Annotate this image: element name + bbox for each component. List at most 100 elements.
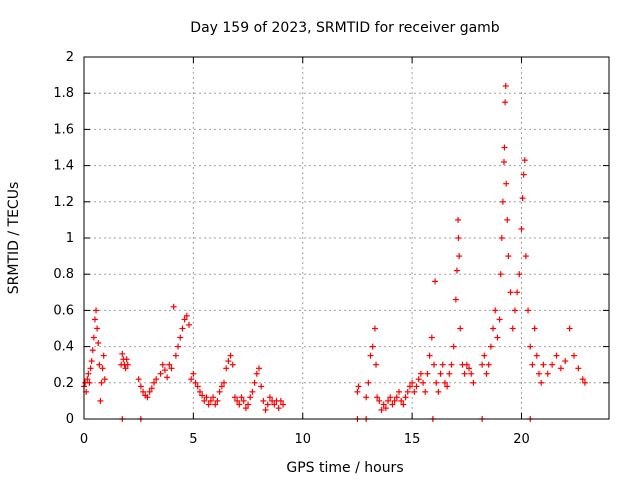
data-point (413, 383, 420, 390)
data-point (385, 397, 392, 404)
x-tick-labels: 0 5 10 15 20 (80, 432, 530, 447)
data-point (260, 397, 267, 404)
data-point (153, 376, 160, 383)
data-point (519, 195, 526, 202)
data-point (148, 385, 155, 392)
data-point (453, 267, 460, 274)
data-point (525, 307, 532, 314)
data-point (428, 334, 435, 341)
data-point (119, 350, 126, 357)
data-point (218, 383, 225, 390)
data-point (391, 397, 398, 404)
data-point (431, 361, 437, 368)
data-point (463, 361, 470, 368)
data-point (400, 401, 407, 408)
data-point (501, 158, 507, 165)
data-point (122, 365, 129, 372)
y-axis-label: SRMTID / TECUs (6, 182, 22, 295)
data-point (498, 235, 505, 241)
data-point (420, 379, 427, 386)
data-point (196, 388, 203, 395)
data-point (170, 303, 177, 310)
data-point (216, 388, 223, 395)
data-point (137, 383, 144, 390)
data-point (439, 361, 446, 368)
data-point (90, 334, 97, 341)
data-point (210, 394, 217, 401)
data-point (186, 321, 192, 328)
data-point (175, 343, 182, 350)
data-point (192, 379, 199, 386)
data-point (536, 370, 542, 377)
data-point (406, 383, 413, 390)
data-point (441, 379, 448, 386)
data-point (426, 352, 433, 359)
data-point (509, 325, 516, 332)
data-point (527, 343, 534, 350)
data-point (562, 358, 569, 365)
data-point (172, 352, 179, 359)
data-point (466, 365, 472, 372)
data-point (177, 334, 184, 341)
y-tick-label: 1.2 (53, 195, 74, 210)
data-point (581, 379, 588, 386)
data-point (452, 296, 459, 303)
data-point (376, 397, 383, 404)
data-point (164, 374, 171, 381)
data-point (520, 171, 527, 178)
data-point (266, 394, 273, 401)
data-point (411, 388, 418, 395)
y-tick-label: 1.8 (53, 86, 74, 101)
data-point (468, 370, 475, 377)
data-point (499, 198, 506, 205)
data-point (181, 316, 188, 323)
data-point (123, 356, 130, 363)
data-point (100, 352, 107, 359)
data-point (380, 401, 387, 408)
data-point (96, 361, 103, 368)
data-point (378, 406, 385, 413)
data-point (242, 405, 249, 412)
data-point (485, 361, 492, 368)
data-point (238, 394, 245, 401)
data-point (271, 401, 278, 408)
data-point (234, 397, 241, 404)
x-tick-label: 15 (404, 432, 421, 447)
data-points (81, 82, 588, 422)
x-tick-label: 10 (294, 432, 311, 447)
y-tick-label: 0.6 (53, 303, 74, 318)
data-point (365, 379, 372, 386)
data-point (501, 144, 508, 151)
data-point (207, 397, 214, 404)
data-point (236, 401, 243, 408)
plot-frame (83, 56, 610, 420)
data-point (256, 365, 262, 372)
data-point (404, 388, 411, 395)
data-point (487, 343, 494, 350)
data-point (557, 365, 564, 372)
data-point (258, 383, 265, 390)
data-point (516, 271, 523, 278)
data-point (188, 376, 195, 383)
data-point (223, 365, 230, 372)
data-point (393, 394, 400, 401)
data-point (402, 394, 409, 401)
data-point (225, 358, 232, 365)
data-point (566, 325, 573, 332)
data-point (214, 397, 221, 404)
data-point (553, 352, 560, 359)
y-tick-label: 2 (66, 50, 74, 65)
data-point (355, 383, 362, 390)
data-point (470, 379, 477, 386)
data-point (398, 397, 405, 404)
data-point (94, 325, 101, 332)
data-point (433, 379, 440, 386)
data-point (502, 82, 509, 89)
data-point (373, 361, 380, 368)
data-point (205, 401, 212, 408)
data-point (190, 370, 197, 377)
data-point (229, 361, 236, 368)
data-point (455, 235, 462, 241)
data-point (86, 379, 93, 386)
